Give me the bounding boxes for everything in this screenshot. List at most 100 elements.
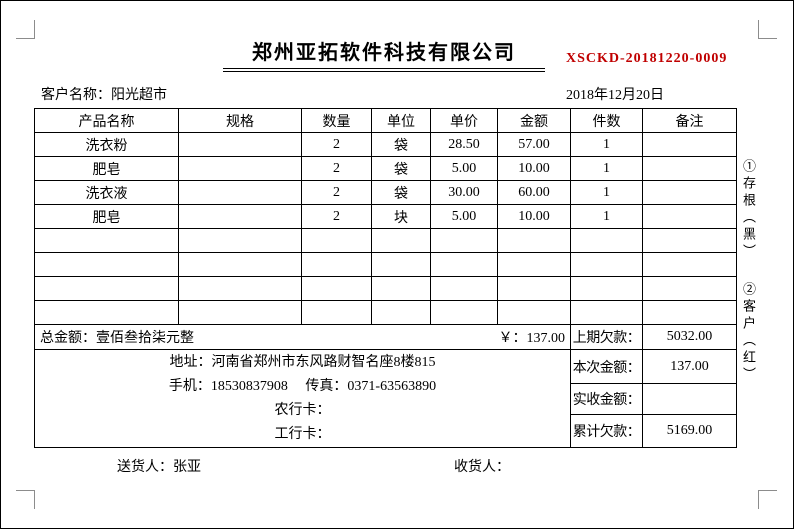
column-header: 规格 [178,108,302,133]
cumulative-due-label: 累计欠款： [570,414,643,448]
total-row: 总金额：壹佰叁拾柒元整 ￥：137.00 上期欠款： 5032.00 [34,324,737,350]
crop-mark-bottom-right [758,490,777,509]
table-cell: 块 [371,204,431,229]
table-cell: 洗衣液 [34,180,179,205]
table-cell: 1 [570,132,643,157]
table-cell [497,228,571,253]
table-cell [371,300,431,325]
table-cell [34,276,179,301]
table-cell [371,276,431,301]
table-row [34,300,737,325]
table-cell: 5.00 [430,156,498,181]
document-number: XSCKD-20181220-0009 [566,51,728,66]
table-cell [570,252,643,277]
table-cell [178,228,302,253]
table-cell: 2 [301,132,372,157]
table-cell [497,276,571,301]
table-cell [430,276,498,301]
table-cell: 袋 [371,180,431,205]
table-cell [301,228,372,253]
deliverer-signature: 送货人：张亚 [117,460,201,475]
table-cell [178,180,302,205]
table-cell [178,132,302,157]
total-in-words: 总金额：壹佰叁拾柒元整 [40,331,194,346]
table-cell: 2 [301,156,372,181]
column-header: 单位 [371,108,431,133]
table-cell [301,252,372,277]
copy-label-stub: ①存根（黑） [741,159,756,261]
table-cell [178,156,302,181]
total-amount: ￥：137.00 [498,331,566,346]
table-cell [301,276,372,301]
table-cell [430,300,498,325]
table-cell: 57.00 [497,132,571,157]
cumulative-due-value: 5169.00 [642,414,737,448]
table-cell: 1 [570,204,643,229]
table-cell [642,180,737,205]
table-cell [642,132,737,157]
phone-fax-line: 手机：18530837908 传真：0371-63563890 [168,378,437,394]
current-amount-value: 137.00 [642,349,737,384]
address-line: 地址：河南省郑州市东风路财智名座8楼815 [169,354,436,370]
items-table-head-row: 产品名称 规格 数量 单位 单价 金额 件数 备注 [34,108,737,133]
items-table: 产品名称 规格 数量 单位 单价 金额 件数 备注 洗衣粉 2 袋 28.50 57.00 1 肥皂 2 袋 5… [34,108,737,448]
table-cell [34,228,179,253]
column-header: 产品名称 [34,108,179,133]
table-cell: 30.00 [430,180,498,205]
table-cell [497,300,571,325]
table-cell: 1 [570,180,643,205]
crop-mark-bottom-left [16,490,35,509]
table-cell [570,228,643,253]
received-amount-label: 实收金额： [570,383,643,415]
column-header: 数量 [301,108,372,133]
column-header: 单价 [430,108,498,133]
table-cell [371,228,431,253]
items-table-body: 洗衣粉 2 袋 28.50 57.00 1 肥皂 2 袋 5.00 10.00 1 洗衣液 2 袋 30.00… [34,132,737,325]
table-cell [642,252,737,277]
table-row: 洗衣粉 2 袋 28.50 57.00 1 [34,132,737,157]
received-amount-value [642,383,737,415]
column-header: 件数 [570,108,643,133]
table-cell [178,204,302,229]
table-cell [497,252,571,277]
cumulative-due-row: 累计欠款： 5169.00 [35,414,737,448]
table-cell [642,204,737,229]
table-cell: 袋 [371,156,431,181]
current-amount-row: 地址：河南省郑州市东风路财智名座8楼815 手机：18530837908 传真：… [34,349,737,448]
previous-due-label: 上期欠款： [570,324,643,350]
summary-section: 总金额：壹佰叁拾柒元整 ￥：137.00 上期欠款： 5032.00 地址：河南… [34,324,737,448]
document-date: 2018年12月20日 [566,88,664,103]
table-cell: 60.00 [497,180,571,205]
table-row [34,276,737,301]
table-cell: 2 [301,204,372,229]
table-cell: 1 [570,156,643,181]
table-cell: 10.00 [497,204,571,229]
total-cell: 总金额：壹佰叁拾柒元整 ￥：137.00 [34,324,571,350]
crop-mark-top-right [758,20,777,39]
company-title: 郑州亚拓软件科技有限公司 [223,36,545,72]
table-cell [642,300,737,325]
current-amount-label: 本次金额： [570,349,643,384]
contact-cell: 地址：河南省郑州市东风路财智名座8楼815 手机：18530837908 传真：… [34,349,571,448]
table-cell: 肥皂 [34,204,179,229]
table-row: 洗衣液 2 袋 30.00 60.00 1 [34,180,737,205]
table-cell [34,252,179,277]
table-cell: 28.50 [430,132,498,157]
table-cell [430,252,498,277]
column-header: 备注 [642,108,737,133]
table-cell [430,228,498,253]
abc-card-line: 农行卡： [274,402,331,418]
table-row [34,228,737,253]
table-cell [570,276,643,301]
customer-name: 客户名称：阳光超市 [41,88,167,103]
table-cell [178,300,302,325]
table-cell: 10.00 [497,156,571,181]
table-cell [642,156,737,181]
table-cell [34,300,179,325]
table-cell [178,252,302,277]
table-cell: 2 [301,180,372,205]
column-header: 金额 [497,108,571,133]
table-cell: 洗衣粉 [34,132,179,157]
table-cell [642,276,737,301]
